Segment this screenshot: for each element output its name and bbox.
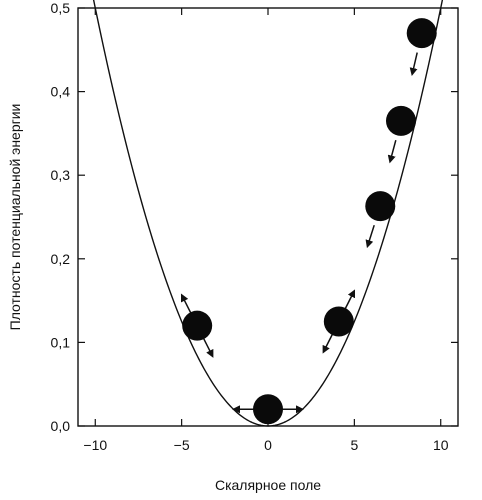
- potential-curve: [92, 0, 444, 427]
- x-tick-label: −5: [174, 437, 190, 453]
- y-tick-label: 0,2: [51, 251, 71, 267]
- ball: [182, 310, 213, 341]
- x-tick-label: 5: [350, 437, 358, 453]
- ball-arrow: [409, 52, 418, 76]
- x-axis-title: Скалярное поле: [215, 477, 321, 493]
- ball-arrow: [365, 224, 375, 249]
- y-tick-label: 0,1: [51, 334, 71, 350]
- x-tick-label: 10: [433, 437, 449, 453]
- y-tick-label: 0,3: [51, 167, 71, 183]
- balls-layer: [180, 18, 437, 425]
- ball-arrow: [387, 139, 397, 164]
- y-tick-label: 0,5: [51, 0, 71, 16]
- y-axis-ticks: 0,0 0,1 0,2 0,3 0,4 0,5: [51, 0, 458, 434]
- y-tick-label: 0,0: [51, 418, 71, 434]
- ball: [386, 105, 416, 136]
- x-tick-label: 0: [264, 437, 272, 453]
- ball: [323, 306, 354, 337]
- ball: [365, 191, 396, 222]
- ball: [253, 394, 283, 425]
- plot-frame: [77, 7, 459, 427]
- y-axis-title: Плотность потенциальной энергии: [7, 104, 23, 331]
- x-tick-label: −10: [83, 437, 107, 453]
- y-tick-label: 0,4: [51, 84, 71, 100]
- x-axis-ticks: −10 −5 0 5 10: [83, 8, 449, 453]
- ball: [406, 18, 437, 49]
